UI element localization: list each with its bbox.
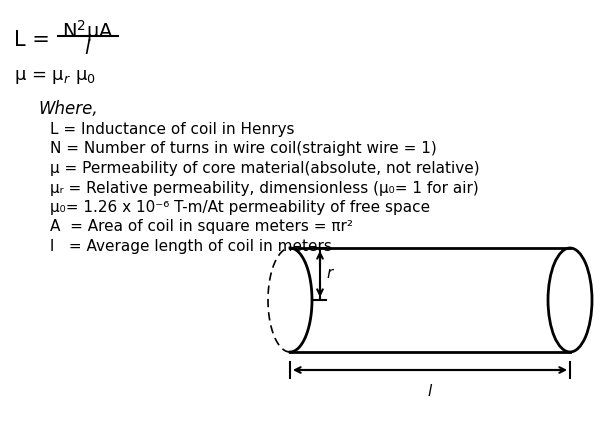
Text: μ = μ$_r$ μ$_0$: μ = μ$_r$ μ$_0$ bbox=[14, 68, 96, 86]
Text: l: l bbox=[84, 39, 89, 58]
Text: Where,: Where, bbox=[38, 100, 98, 118]
Text: μᵣ = Relative permeability, dimensionless (μ₀= 1 for air): μᵣ = Relative permeability, dimensionles… bbox=[50, 181, 479, 195]
Text: r: r bbox=[326, 266, 332, 282]
Text: μ = Permeability of core material(absolute, not relative): μ = Permeability of core material(absolu… bbox=[50, 161, 479, 176]
Text: μ₀= 1.26 x 10⁻⁶ T-m/At permeability of free space: μ₀= 1.26 x 10⁻⁶ T-m/At permeability of f… bbox=[50, 200, 430, 215]
Text: l: l bbox=[428, 384, 432, 399]
Text: N = Number of turns in wire coil(straight wire = 1): N = Number of turns in wire coil(straigh… bbox=[50, 141, 437, 157]
Text: N$^2$μA: N$^2$μA bbox=[62, 18, 113, 44]
Text: A  = Area of coil in square meters = πr²: A = Area of coil in square meters = πr² bbox=[50, 220, 353, 234]
Text: L =: L = bbox=[14, 30, 50, 50]
Text: L = Inductance of coil in Henrys: L = Inductance of coil in Henrys bbox=[50, 122, 295, 137]
Text: l   = Average length of coil in meters: l = Average length of coil in meters bbox=[50, 239, 332, 254]
